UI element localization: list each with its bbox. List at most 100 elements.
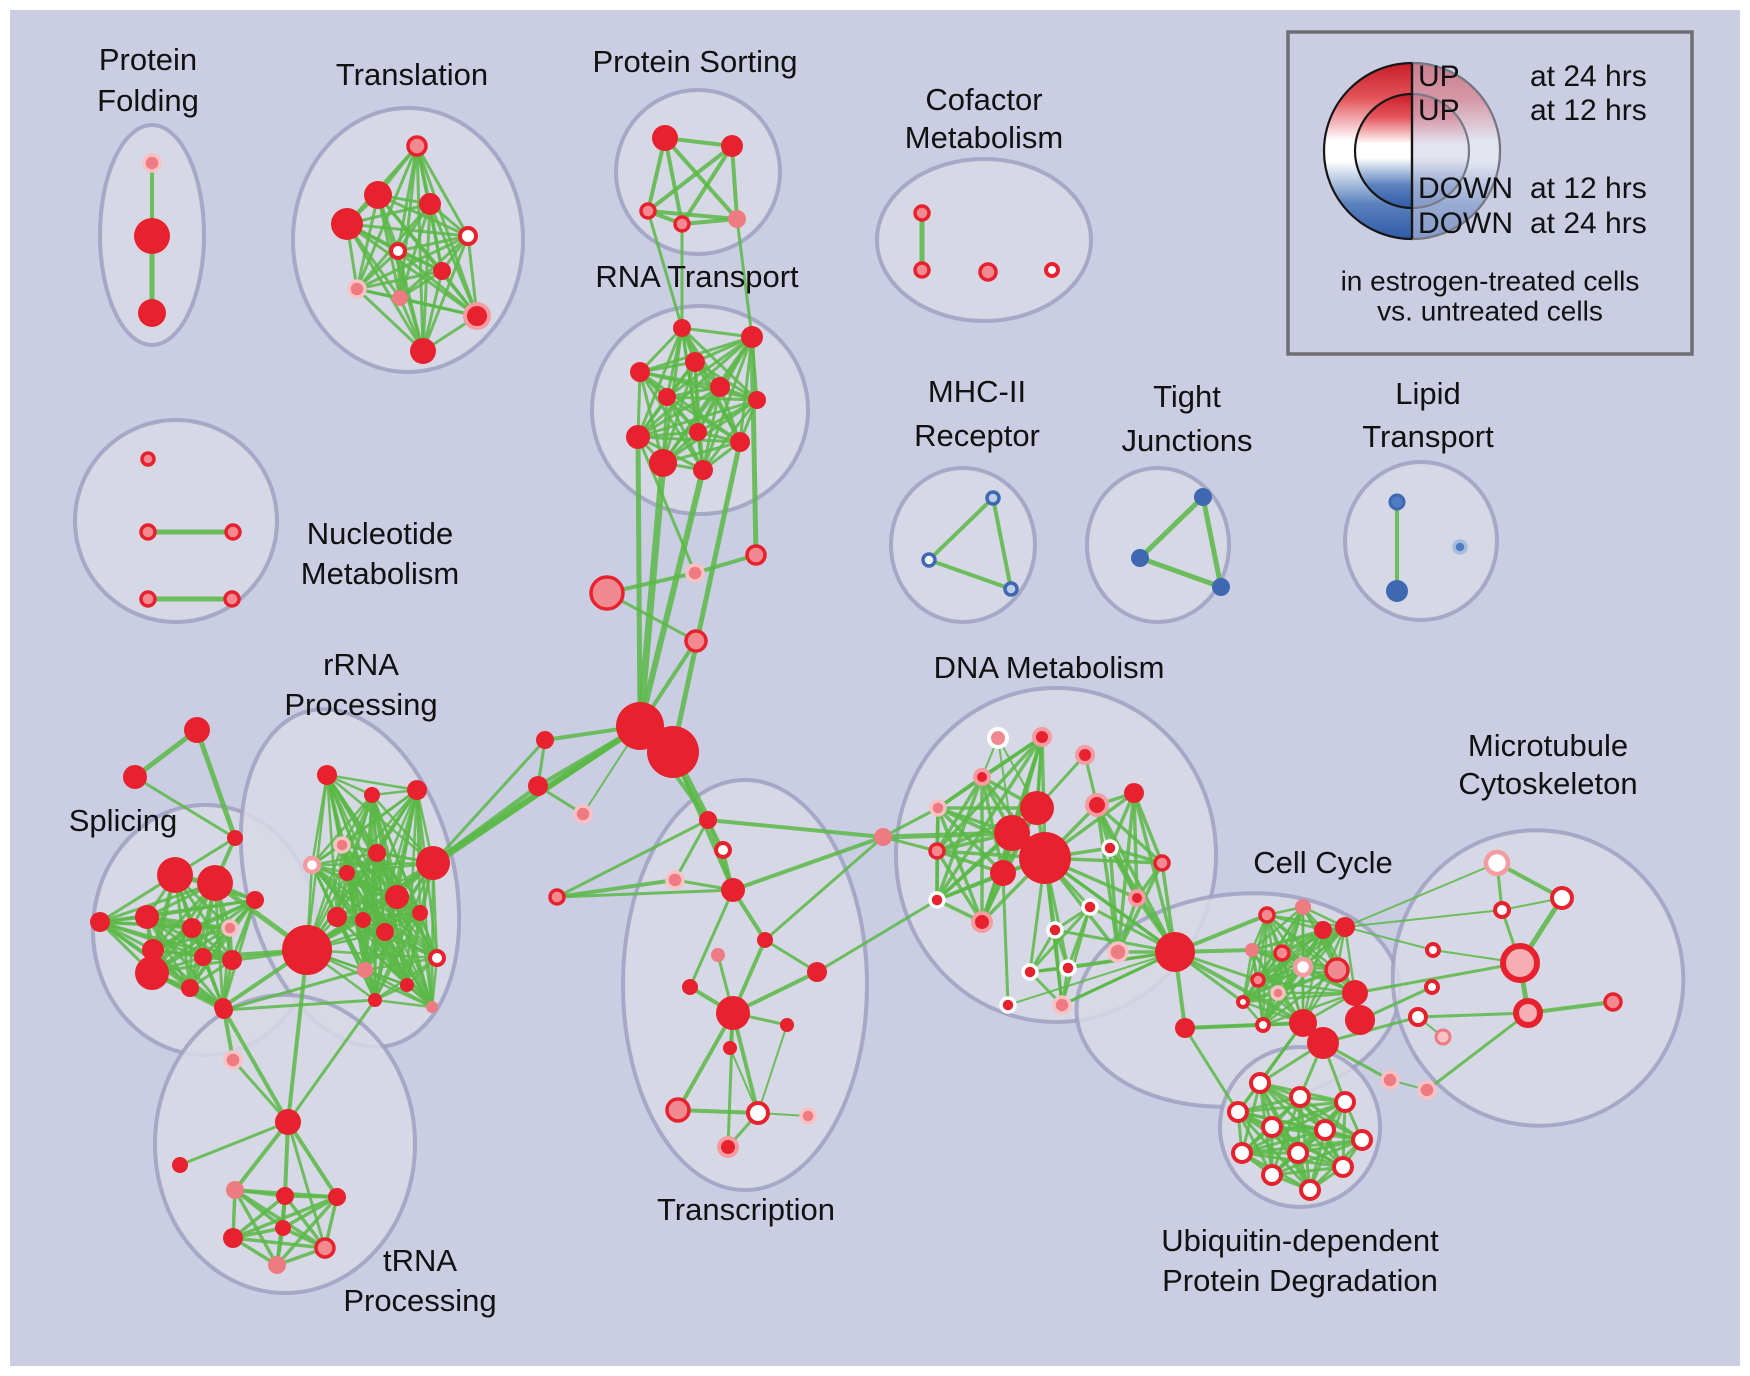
node-cc3 [1314, 921, 1332, 939]
cluster-label-lipid-transport: Lipid [1395, 376, 1461, 411]
edge [663, 136, 739, 221]
node-ub1 [1249, 1072, 1271, 1094]
cluster-label-rna-transport: RNA Transport [595, 259, 799, 294]
cluster-label-mhc-ii-receptor: Receptor [914, 418, 1040, 453]
node-t2 [364, 181, 392, 209]
node-ps4 [673, 215, 691, 233]
node-mh1 [985, 490, 1001, 506]
node-tx5 [268, 1256, 286, 1274]
node-sl4 [90, 912, 110, 932]
node-mt1 [1483, 849, 1511, 877]
edge [980, 775, 1005, 875]
node-dn3 [1075, 745, 1095, 765]
cluster-label-translation: Translation [336, 57, 488, 92]
edge [670, 439, 743, 755]
edge [1173, 950, 1305, 1025]
node-cc5 [1245, 943, 1259, 957]
edge [1261, 991, 1357, 1027]
legend-time-label: at 24 hrs [1530, 207, 1647, 240]
edge [638, 370, 759, 402]
edge [355, 193, 380, 291]
node-rr15 [357, 962, 373, 978]
node-dc1 [1155, 932, 1195, 972]
node-st1 [184, 717, 210, 743]
node-mb1 [1380, 1070, 1400, 1090]
edge [1043, 856, 1177, 954]
edge [421, 234, 470, 353]
node-mt5 [1500, 943, 1540, 983]
edge [345, 222, 425, 353]
node-ub4 [1227, 1101, 1249, 1123]
node-cn2 [685, 563, 705, 583]
node-dn10 [1153, 854, 1171, 872]
node-dn16 [1107, 941, 1129, 963]
edge [1108, 846, 1164, 865]
edge [673, 818, 710, 882]
edge [646, 144, 734, 213]
node-mt9 [1603, 992, 1623, 1012]
edge [1028, 905, 1092, 974]
node-dn19 [999, 996, 1017, 1014]
node-tj2 [1131, 549, 1149, 567]
edge [383, 930, 439, 960]
node-tc7 [807, 962, 827, 982]
node-rr2 [364, 787, 380, 803]
edge [688, 888, 735, 989]
edge [936, 806, 1005, 875]
node-ub11 [1261, 1164, 1283, 1186]
edge [1344, 862, 1498, 928]
node-nm5 [223, 590, 241, 608]
cluster-trna-processing [153, 993, 417, 1295]
node-t10 [463, 302, 491, 330]
node-dn13 [928, 891, 946, 909]
node-rr7 [339, 865, 355, 881]
edge [222, 1008, 290, 1124]
edge [335, 843, 344, 919]
node-dn20 [1052, 995, 1072, 1015]
node-tj3 [1212, 578, 1230, 596]
node-rr4 [333, 836, 351, 854]
edge [638, 326, 684, 374]
node-nm2 [139, 523, 157, 541]
edge [663, 136, 684, 226]
edge [340, 793, 374, 847]
edge [430, 861, 435, 1009]
node-ub3 [1334, 1091, 1356, 1113]
node-cc10 [1270, 985, 1286, 1001]
node-trl [172, 1157, 188, 1173]
edge [231, 1194, 287, 1240]
node-dn4 [973, 768, 991, 786]
node-sb1 [215, 1001, 233, 1019]
node-cc1 [1258, 906, 1276, 924]
node-rr13 [412, 905, 428, 921]
edge [555, 878, 677, 899]
node-h2 [647, 726, 699, 778]
edge [415, 144, 479, 318]
edge [431, 738, 547, 865]
cluster-label-rrna-processing: Processing [284, 687, 437, 722]
edge [731, 835, 885, 892]
cluster-label-trna-processing: Processing [343, 1283, 496, 1318]
node-rr11 [355, 912, 371, 928]
edge [749, 334, 759, 558]
edge [1116, 861, 1164, 954]
edge [310, 861, 435, 867]
edge [1095, 803, 1177, 954]
node-ub2 [1289, 1086, 1311, 1108]
node-mh3 [1003, 581, 1019, 597]
node-cf2 [913, 261, 931, 279]
cluster-mhc-ii-receptor [889, 466, 1037, 624]
edge [636, 435, 742, 444]
node-cc2 [1295, 899, 1311, 915]
node-cc12 [1255, 1017, 1271, 1033]
edge [726, 1011, 735, 1149]
node-tc4 [721, 878, 745, 902]
legend-time-label: at 12 hrs [1530, 94, 1647, 127]
edge [363, 911, 422, 972]
node-tc11 [723, 1041, 737, 1055]
cluster-label-nucleotide-metabolism: Metabolism [301, 556, 460, 591]
edge [222, 968, 367, 1012]
node-rt6 [658, 388, 676, 406]
edge [286, 998, 377, 1124]
edge [676, 1108, 760, 1115]
